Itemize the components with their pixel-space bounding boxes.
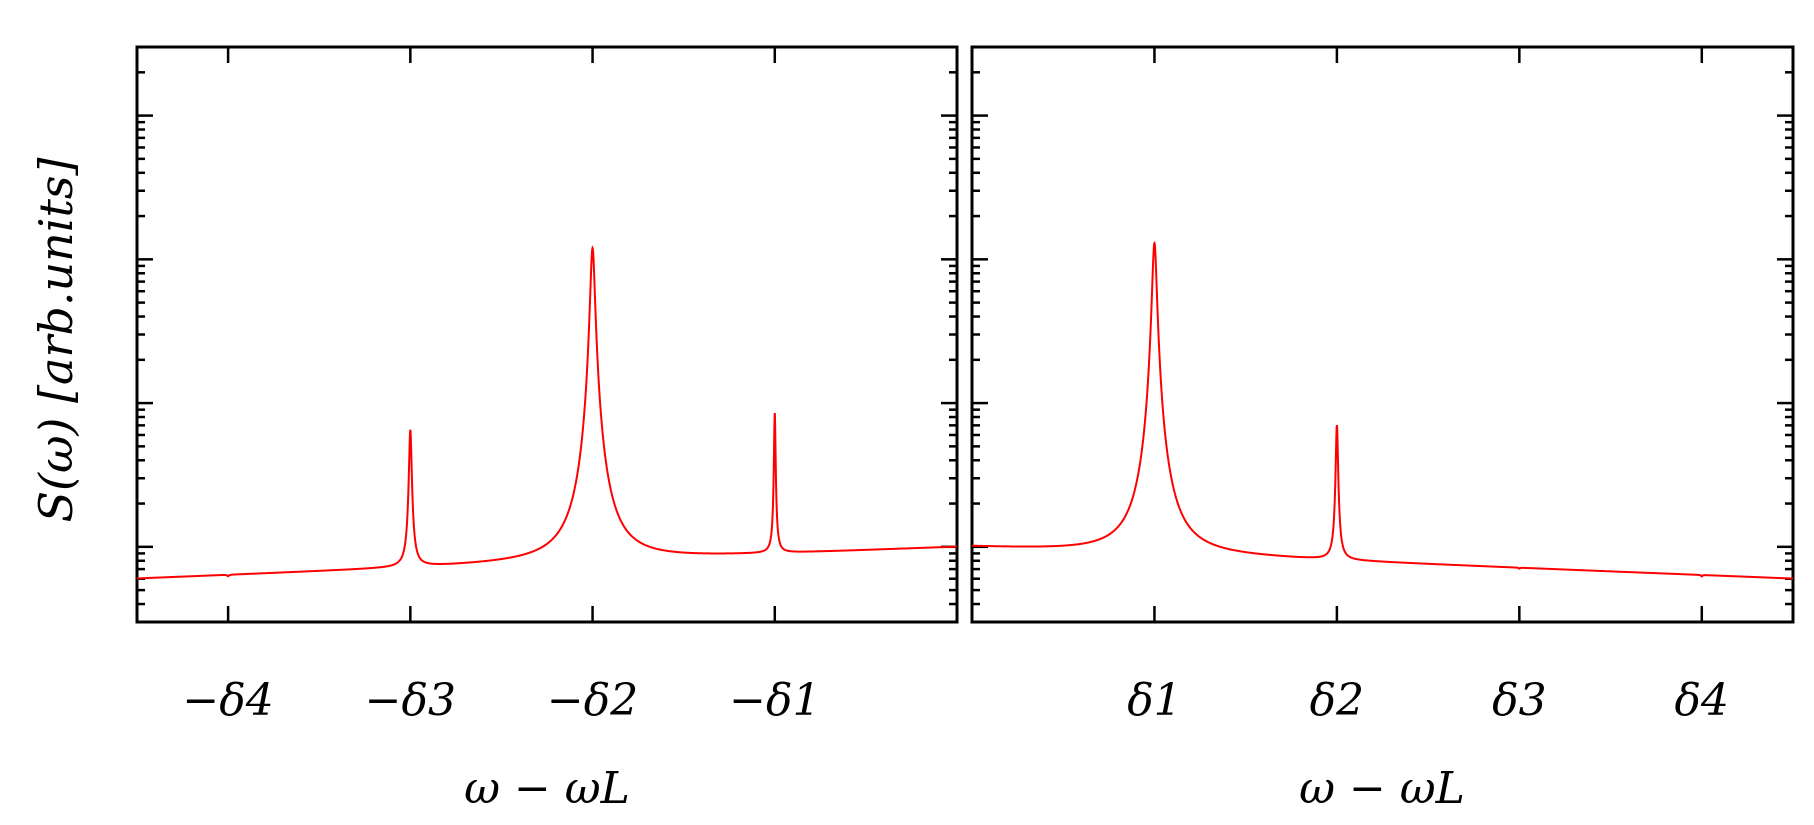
left-panel: −δ4 −δ3 −δ2 −δ1 ω − ωL	[135, 45, 959, 814]
x-tick-label: δ2	[1310, 675, 1364, 726]
x-tick-label: −δ1	[729, 675, 820, 726]
right-panel-x-tick-labels: δ1 δ2 δ3 δ4	[1127, 675, 1729, 726]
x-tick-label: −δ2	[547, 675, 638, 726]
x-tick-label: −δ4	[182, 675, 273, 726]
x-tick-label: δ1	[1127, 675, 1181, 726]
left-x-axis-title: ω − ωL	[464, 763, 630, 814]
right-x-axis-title: ω − ωL	[1299, 763, 1465, 814]
y-axis-title: S(ω) [arb.units]	[29, 157, 83, 522]
right-panel-frame	[970, 45, 1795, 624]
right-panel-ticks	[972, 45, 1793, 624]
left-panel-frame	[135, 45, 959, 624]
x-tick-label: −δ3	[365, 675, 456, 726]
x-tick-label: δ4	[1675, 675, 1729, 726]
x-tick-label: δ3	[1492, 675, 1546, 726]
left-spectrum-line	[136, 245, 958, 580]
right-spectrum-line	[971, 241, 1794, 580]
left-panel-ticks	[137, 45, 957, 624]
left-panel-x-tick-labels: −δ4 −δ3 −δ2 −δ1	[182, 675, 820, 726]
right-panel: δ1 δ2 δ3 δ4 ω − ωL	[970, 45, 1795, 814]
